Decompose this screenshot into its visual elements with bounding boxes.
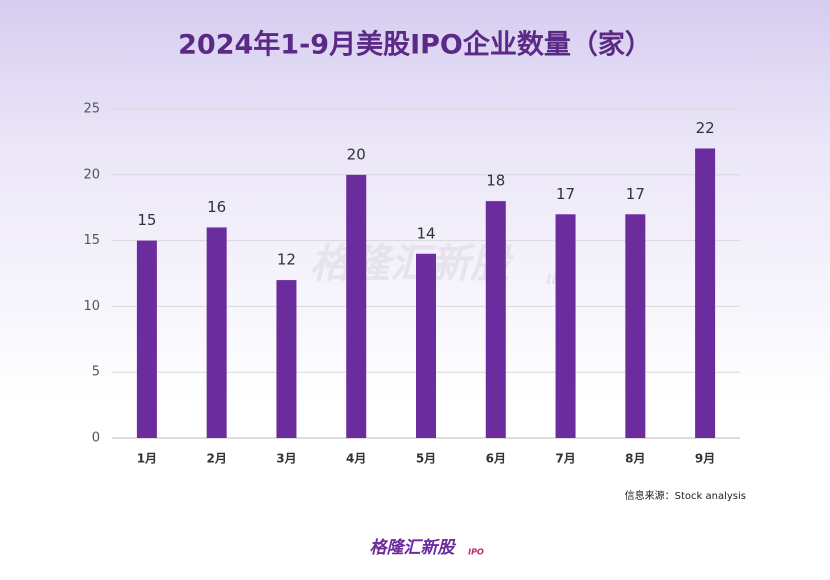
bar bbox=[136, 240, 157, 438]
y-tick-label: 0 bbox=[92, 431, 100, 446]
x-tick-label: 6月 bbox=[486, 452, 506, 466]
bar bbox=[206, 227, 227, 438]
bar bbox=[695, 148, 716, 439]
data-label: 16 bbox=[207, 198, 226, 216]
x-tick-label: 2月 bbox=[206, 452, 226, 466]
data-label: 20 bbox=[347, 145, 366, 163]
bar bbox=[485, 201, 506, 438]
x-tick-label: 1月 bbox=[137, 452, 157, 466]
x-tick-label: 4月 bbox=[346, 452, 366, 466]
bar bbox=[555, 214, 576, 438]
x-tick-label: 5月 bbox=[416, 452, 436, 466]
bar bbox=[416, 253, 436, 438]
data-label: 22 bbox=[696, 119, 715, 137]
x-tick-label: 7月 bbox=[555, 452, 575, 466]
data-label: 14 bbox=[416, 224, 435, 242]
bar bbox=[625, 214, 646, 438]
x-tick-label: 3月 bbox=[276, 452, 296, 466]
data-label: 17 bbox=[626, 185, 645, 203]
bar bbox=[276, 280, 297, 438]
brand-logo-tag: IPO bbox=[468, 548, 484, 557]
chart-title: 2024年1-9月美股IPO企业数量（家） bbox=[178, 29, 652, 61]
y-tick-label: 15 bbox=[83, 233, 100, 248]
y-tick-label: 20 bbox=[83, 167, 100, 182]
y-tick-label: 5 bbox=[92, 365, 100, 380]
data-label: 18 bbox=[486, 172, 505, 190]
y-tick-label: 25 bbox=[83, 102, 100, 117]
x-tick-label: 9月 bbox=[695, 452, 715, 466]
watermark: 格隆汇新股 bbox=[310, 241, 514, 287]
data-label: 17 bbox=[556, 185, 575, 203]
bar bbox=[346, 174, 367, 439]
y-tick-label: 10 bbox=[83, 299, 100, 314]
data-label: 12 bbox=[277, 251, 296, 269]
data-label: 15 bbox=[137, 211, 156, 229]
x-tick-label: 8月 bbox=[625, 452, 645, 466]
source-note: 信息来源：Stock analysis bbox=[625, 489, 746, 502]
brand-logo: 格隆汇新股 bbox=[370, 538, 457, 558]
